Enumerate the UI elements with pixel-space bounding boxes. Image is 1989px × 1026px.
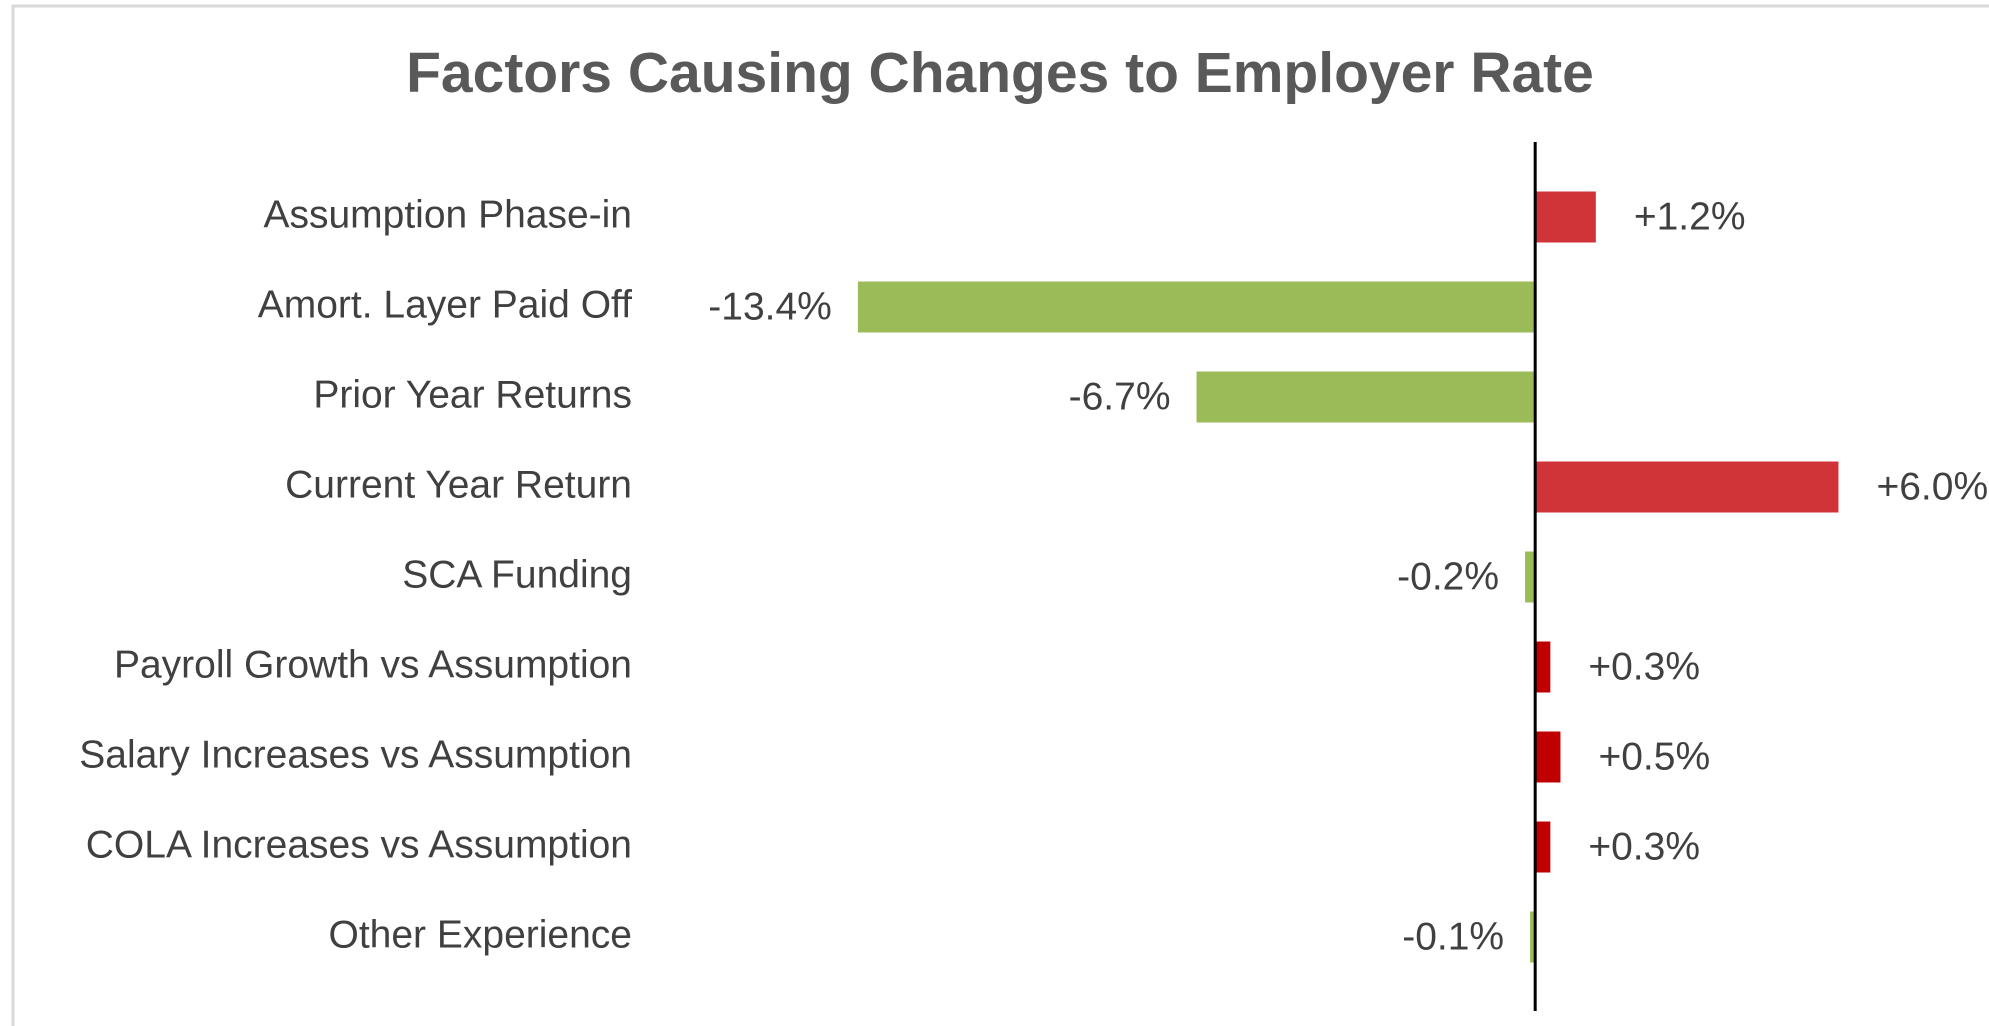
chart-border <box>11 4 1989 1026</box>
bar <box>857 281 1536 333</box>
bar <box>1535 461 1839 513</box>
category-label: Assumption Phase-in <box>263 193 632 236</box>
value-label: +0.5% <box>1598 735 1710 778</box>
value-label: -0.2% <box>1397 555 1499 598</box>
chart-title: Factors Causing Changes to Employer Rate <box>406 41 1594 105</box>
category-label: Prior Year Returns <box>313 373 632 416</box>
bar <box>1535 821 1551 873</box>
bar <box>1535 731 1561 783</box>
category-label: Other Experience <box>329 913 633 956</box>
category-label: Current Year Return <box>285 463 632 506</box>
bar <box>1530 911 1536 963</box>
category-label: SCA Funding <box>402 553 632 596</box>
value-label: -0.1% <box>1402 915 1504 958</box>
bar <box>1525 551 1536 603</box>
bar <box>1196 371 1536 423</box>
category-label: COLA Increases vs Assumption <box>86 823 632 866</box>
category-label: Amort. Layer Paid Off <box>258 283 632 326</box>
value-label: -6.7% <box>1069 375 1171 418</box>
value-label: +0.3% <box>1588 645 1700 688</box>
value-label: +0.3% <box>1588 825 1700 868</box>
category-label: Payroll Growth vs Assumption <box>114 643 632 686</box>
value-label: +1.2% <box>1634 195 1746 238</box>
value-label: +6.0% <box>1876 465 1988 508</box>
bar <box>1535 191 1596 243</box>
category-label: Salary Increases vs Assumption <box>79 733 632 776</box>
bar <box>1535 641 1551 693</box>
value-label: -13.4% <box>708 285 832 328</box>
